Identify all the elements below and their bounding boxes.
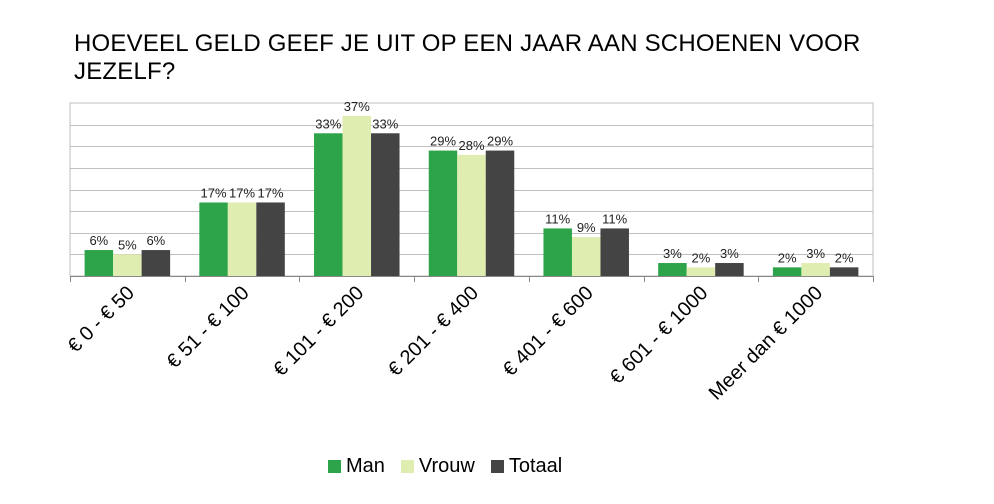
legend-label-man: Man xyxy=(346,455,385,477)
bar-man xyxy=(543,228,572,276)
category-label: € 201 - € 400 xyxy=(384,282,483,381)
data-label-man: 17% xyxy=(201,185,227,200)
bar-vrouw xyxy=(571,237,601,276)
bar-totaal xyxy=(715,263,744,276)
bars xyxy=(84,115,859,276)
bar-man xyxy=(428,150,458,276)
legend-item-man: Man xyxy=(328,455,385,478)
legend-swatch-vrouw xyxy=(400,460,414,473)
data-label-man: 33% xyxy=(315,116,341,131)
data-label-totaal: 6% xyxy=(146,233,165,248)
data-label-vrouw: 2% xyxy=(692,250,711,265)
bar-man xyxy=(84,250,114,276)
bar-totaal xyxy=(141,250,171,276)
category-label: € 51 - € 100 xyxy=(163,282,254,373)
bar-vrouw xyxy=(342,115,372,276)
data-label-vrouw: 37% xyxy=(344,99,370,114)
data-label-vrouw: 28% xyxy=(458,138,484,153)
bar-totaal xyxy=(371,133,400,276)
data-label-man: 6% xyxy=(89,233,108,248)
category-label: € 601 - € 1000 xyxy=(606,282,713,389)
data-label-man: 2% xyxy=(778,250,797,265)
data-labels: 6% 5% 6%17% 17% 17%33%37%33%29% 28% 29%11%9%11… xyxy=(89,99,854,265)
data-label-man: 11% xyxy=(545,211,570,226)
legend: Man Vrouw Totaal xyxy=(328,455,578,478)
bar-vrouw xyxy=(801,263,830,276)
category-label: € 101 - € 200 xyxy=(269,282,368,381)
category-label: Meer dan € 1000 xyxy=(705,282,827,404)
bar-vrouw xyxy=(457,154,486,276)
data-label-vrouw: 3% xyxy=(806,246,825,261)
legend-item-vrouw: Vrouw xyxy=(400,455,475,478)
bar-man xyxy=(658,263,687,276)
data-label-totaal: 11% xyxy=(602,211,627,226)
bar-man xyxy=(199,202,228,276)
data-label-man: 29% xyxy=(430,134,456,149)
bar-vrouw xyxy=(227,202,257,276)
bar-man xyxy=(314,133,343,276)
data-label-totaal: 17% xyxy=(258,185,284,200)
bar-vrouw xyxy=(113,254,142,276)
legend-swatch-man xyxy=(328,460,341,473)
data-label-totaal: 29% xyxy=(487,134,513,149)
bar-vrouw xyxy=(686,267,716,276)
chart-title: HOEVEEL GELD GEEF JE UIT OP EEN JAAR AAN… xyxy=(74,30,861,85)
legend-swatch-totaal xyxy=(490,460,504,473)
data-label-man: 3% xyxy=(663,246,682,261)
legend-label-totaal: Totaal xyxy=(508,455,563,477)
bar-totaal xyxy=(256,202,285,276)
legend-label-vrouw: Vrouw xyxy=(418,455,475,477)
axes xyxy=(70,276,874,282)
data-label-vrouw: 17% xyxy=(229,185,255,200)
category-label: € 401 - € 600 xyxy=(499,282,598,381)
data-label-totaal: 3% xyxy=(720,246,739,261)
bar-man xyxy=(772,267,802,276)
data-label-vrouw: 5% xyxy=(118,237,137,252)
category-labels: € 0 - € 50 € 51 - € 100 € 101 - € 200 € 201… xyxy=(64,282,828,404)
data-label-totaal: 2% xyxy=(835,250,854,265)
bar-totaal xyxy=(485,150,515,276)
bar-totaal xyxy=(829,267,859,276)
data-label-totaal: 33% xyxy=(372,116,398,131)
legend-item-totaal: Totaal xyxy=(490,455,563,478)
category-label: € 0 - € 50 xyxy=(64,282,139,357)
data-label-vrouw: 9% xyxy=(577,220,596,235)
bar-totaal xyxy=(600,228,629,276)
